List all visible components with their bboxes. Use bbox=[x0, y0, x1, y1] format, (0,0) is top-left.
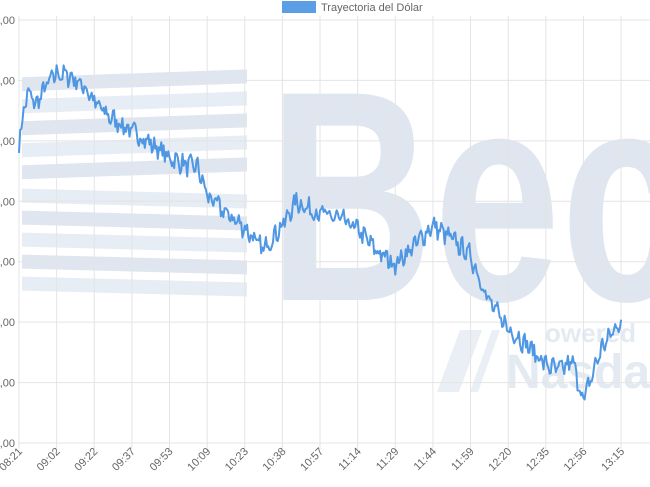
x-tick-label: 09:22 bbox=[72, 446, 100, 474]
x-tick-label: 12:35 bbox=[524, 446, 552, 474]
y-tick-label: 0,00 bbox=[0, 317, 15, 329]
watermark-brand-text: Bec bbox=[268, 28, 650, 364]
watermark-logo: Bec owered Nasdaq bbox=[22, 28, 650, 399]
x-tick-label: 13:15 bbox=[599, 446, 627, 474]
y-tick-label: 0,00 bbox=[0, 75, 15, 87]
x-tick-label: 12:56 bbox=[562, 446, 590, 474]
y-tick-label: 0,00 bbox=[0, 196, 15, 208]
x-tick-label: 10:23 bbox=[223, 446, 251, 474]
y-tick-label: 5,00 bbox=[0, 136, 15, 148]
legend-label: Trayectoria del Dólar bbox=[321, 2, 423, 14]
x-tick-label: 10:57 bbox=[298, 446, 326, 474]
watermark-stripes-icon bbox=[22, 69, 247, 297]
y-tick-label: 0,00 bbox=[0, 438, 15, 450]
x-tick-label: 11:29 bbox=[374, 446, 401, 473]
legend-color-box bbox=[282, 1, 316, 13]
legend[interactable]: Trayectoria del Dólar bbox=[282, 1, 423, 14]
x-tick-label: 10:09 bbox=[185, 446, 213, 474]
y-tick-label: 5,00 bbox=[0, 378, 15, 390]
x-tick-label: 09:53 bbox=[148, 446, 176, 474]
y-tick-label: 5,00 bbox=[0, 257, 15, 269]
x-tick-label: 12:20 bbox=[486, 446, 514, 474]
y-axis-ticks: 5,00 0,00 5,00 0,00 5,00 0,00 5,00 0,00 bbox=[0, 15, 15, 450]
x-tick-label: 11:14 bbox=[336, 446, 363, 473]
y-tick-label: 5,00 bbox=[0, 15, 15, 27]
series-line-dolar bbox=[18, 64, 623, 401]
x-tick-label: 09:02 bbox=[35, 446, 63, 474]
x-tick-label: 10:38 bbox=[261, 446, 289, 474]
x-tick-label: 09:37 bbox=[110, 446, 138, 474]
x-tick-label: 11:59 bbox=[449, 446, 476, 473]
chart-grid bbox=[18, 16, 650, 449]
x-axis-ticks: 08:21 09:02 09:22 09:37 09:53 10:09 10:23 10:38… bbox=[0, 446, 627, 474]
x-tick-label: 11:44 bbox=[412, 446, 439, 473]
